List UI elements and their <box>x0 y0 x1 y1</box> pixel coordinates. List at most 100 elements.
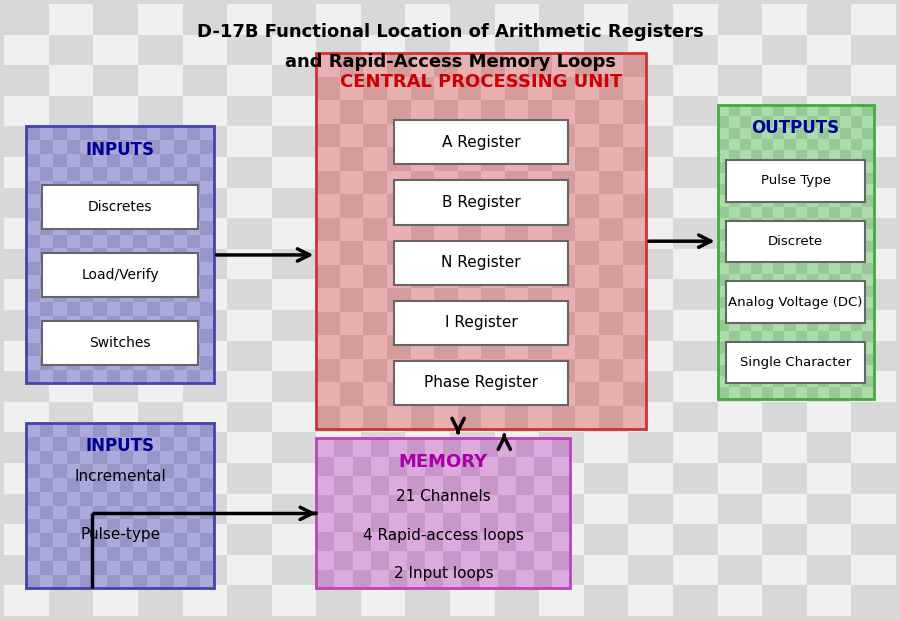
Bar <box>227 126 272 157</box>
Bar <box>495 371 539 402</box>
Bar <box>94 221 107 234</box>
Bar <box>450 310 495 340</box>
Bar <box>673 218 717 249</box>
Bar <box>482 383 505 405</box>
Bar <box>387 335 410 359</box>
Bar <box>628 96 673 126</box>
Bar <box>49 157 94 188</box>
Bar <box>316 53 646 429</box>
Bar <box>174 329 187 343</box>
Bar <box>160 492 174 506</box>
Bar <box>394 180 568 224</box>
Bar <box>717 342 729 353</box>
Bar <box>717 184 729 195</box>
Bar <box>227 371 272 402</box>
Bar <box>4 126 49 157</box>
Bar <box>138 463 183 494</box>
Bar <box>498 495 516 513</box>
Bar <box>138 126 183 157</box>
Bar <box>462 457 480 476</box>
Bar <box>120 329 133 343</box>
Text: 4 Rapid-access loops: 4 Rapid-access loops <box>363 528 524 542</box>
Bar <box>40 221 53 234</box>
Bar <box>584 65 628 96</box>
Bar <box>160 343 174 356</box>
Bar <box>272 188 316 218</box>
Bar <box>829 275 840 286</box>
Bar <box>389 495 407 513</box>
Bar <box>773 286 785 297</box>
Bar <box>174 167 187 180</box>
Bar <box>272 463 316 494</box>
Bar <box>272 432 316 463</box>
Bar <box>717 297 729 308</box>
Bar <box>729 263 740 275</box>
Bar <box>67 167 80 180</box>
Bar <box>67 533 80 547</box>
Bar <box>361 157 405 188</box>
Bar <box>405 35 450 65</box>
Bar <box>773 150 785 162</box>
Bar <box>840 195 851 206</box>
Bar <box>806 585 851 616</box>
Bar <box>4 280 49 310</box>
Bar <box>120 478 133 492</box>
Bar <box>575 383 599 405</box>
Bar <box>4 96 49 126</box>
Bar <box>599 265 623 288</box>
Bar <box>405 524 450 555</box>
Bar <box>160 316 174 329</box>
Bar <box>389 532 407 551</box>
Bar <box>107 316 120 329</box>
Bar <box>160 289 174 303</box>
Bar <box>174 303 187 316</box>
Bar <box>623 53 646 77</box>
Bar <box>387 241 410 265</box>
Bar <box>316 218 340 241</box>
Bar <box>272 157 316 188</box>
Bar <box>4 555 49 585</box>
Bar <box>405 4 450 35</box>
Text: 21 Channels: 21 Channels <box>396 489 490 504</box>
Bar <box>316 432 361 463</box>
Bar <box>40 506 53 520</box>
Bar <box>599 312 623 335</box>
Text: Pulse-type: Pulse-type <box>80 527 160 542</box>
Bar <box>434 194 457 218</box>
Bar <box>94 35 138 65</box>
Bar <box>628 494 673 524</box>
Bar <box>138 65 183 96</box>
Bar <box>434 53 457 77</box>
Bar <box>740 252 751 263</box>
Bar <box>201 167 213 180</box>
Bar <box>762 280 806 310</box>
Bar <box>201 478 213 492</box>
Bar <box>53 126 67 140</box>
Bar <box>4 188 49 218</box>
Bar <box>80 126 94 140</box>
Bar <box>353 457 371 476</box>
Bar <box>806 218 851 249</box>
Bar <box>4 65 49 96</box>
Bar <box>187 492 201 506</box>
Bar <box>316 126 361 157</box>
Bar <box>80 262 94 275</box>
Bar <box>120 194 133 208</box>
Bar <box>539 188 584 218</box>
Bar <box>584 188 628 218</box>
Bar <box>806 365 818 376</box>
Bar <box>729 173 740 184</box>
Bar <box>762 555 806 585</box>
Bar <box>405 494 450 524</box>
Bar <box>717 463 762 494</box>
Bar <box>628 249 673 280</box>
Bar <box>394 361 568 405</box>
Bar <box>147 248 160 262</box>
Bar <box>147 478 160 492</box>
Bar <box>840 128 851 139</box>
Bar <box>40 451 53 464</box>
Bar <box>272 585 316 616</box>
Bar <box>80 289 94 303</box>
Bar <box>107 464 120 478</box>
Bar <box>575 335 599 359</box>
